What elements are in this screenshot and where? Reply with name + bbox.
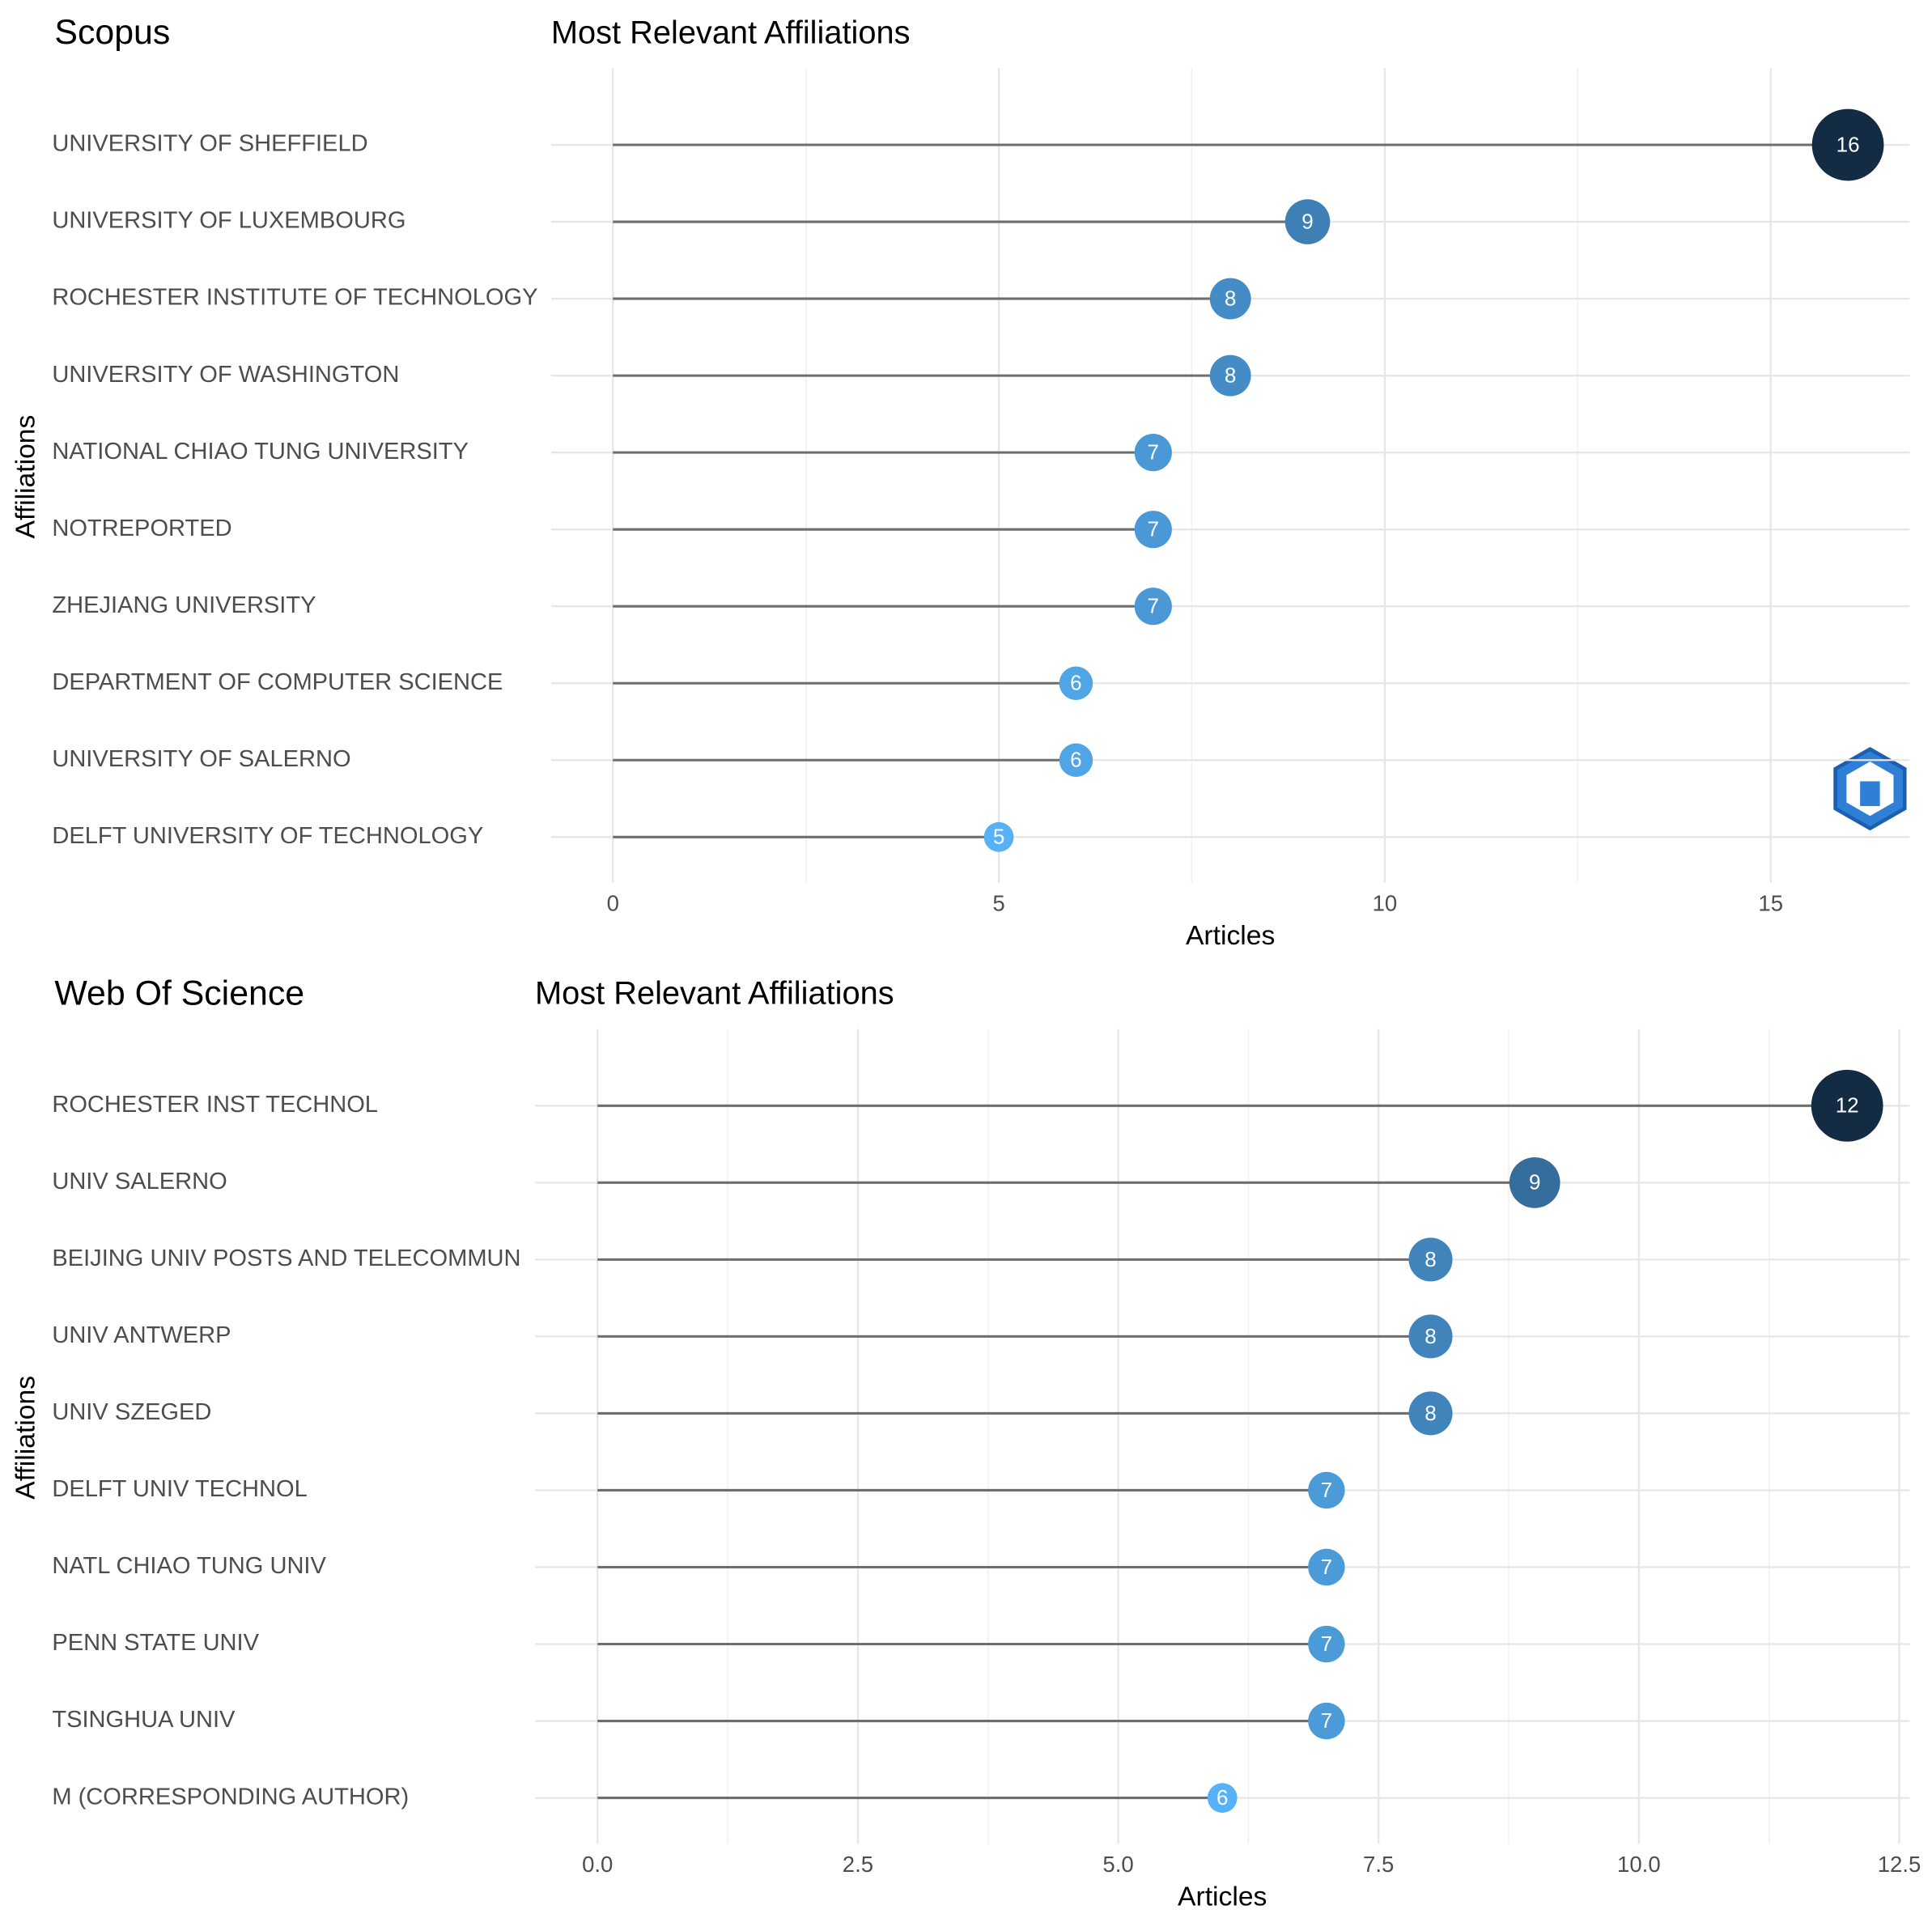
y-tick-label: UNIV SZEGED	[52, 1399, 211, 1425]
x-axis-label: Articles	[1186, 921, 1275, 951]
y-tick-label: DELFT UNIV TECHNOL	[52, 1476, 307, 1502]
dot	[1284, 199, 1331, 244]
dot	[1209, 354, 1251, 397]
y-tick-label: UNIVERSITY OF SALERNO	[52, 746, 350, 772]
y-tick-label: UNIVERSITY OF LUXEMBOURG	[52, 208, 406, 234]
y-tick-label: UNIV SALERNO	[52, 1169, 227, 1195]
x-tick-label: 0.0	[582, 1852, 613, 1877]
y-tick-label: NATL CHIAO TUNG UNIV	[52, 1553, 326, 1579]
value-label: 9	[1301, 209, 1313, 233]
panel-label: Web Of Science	[54, 974, 304, 1012]
x-tick-label: 0	[607, 891, 619, 916]
chart-title: Most Relevant Affiliations	[535, 976, 894, 1012]
chart-title: Most Relevant Affiliations	[551, 15, 911, 50]
value-label: 7	[1321, 1555, 1332, 1579]
value-label: 7	[1321, 1632, 1332, 1656]
value-label: 7	[1148, 517, 1159, 541]
y-tick-label: ROCHESTER INSTITUTE OF TECHNOLOGY	[52, 285, 537, 311]
y-tick-label: ZHEJIANG UNIVERSITY	[52, 592, 316, 618]
value-label: 6	[1070, 748, 1081, 772]
logo	[1833, 747, 1907, 831]
y-tick-label: M (CORRESPONDING AUTHOR)	[52, 1784, 409, 1810]
dot	[1811, 1069, 1883, 1142]
y-axis-label: Affiliations	[11, 415, 41, 539]
dot	[1509, 1156, 1560, 1208]
dot	[1308, 1471, 1345, 1509]
dot	[1134, 511, 1172, 549]
x-tick-label: 2.5	[843, 1852, 873, 1877]
x-tick-label: 7.5	[1363, 1852, 1394, 1877]
value-label: 7	[1148, 594, 1159, 618]
y-axis-label: Affiliations	[11, 1376, 41, 1500]
value-label: 12	[1836, 1093, 1859, 1118]
dot	[1134, 588, 1172, 626]
value-label: 7	[1148, 440, 1159, 465]
dot	[1209, 278, 1251, 320]
y-tick-label: PENN STATE UNIV	[52, 1630, 259, 1656]
x-tick-label: 15	[1758, 891, 1783, 916]
value-label: 8	[1425, 1401, 1436, 1425]
x-tick-label: 10.0	[1617, 1852, 1661, 1877]
x-tick-label: 5	[992, 891, 1004, 916]
dot	[1059, 666, 1093, 700]
dot	[983, 821, 1014, 852]
dot	[1059, 743, 1093, 777]
value-label: 8	[1425, 1247, 1436, 1271]
dot	[1408, 1237, 1453, 1282]
x-tick-label: 10	[1373, 891, 1398, 916]
y-tick-label: TSINGHUA UNIV	[52, 1707, 236, 1733]
y-tick-label: UNIVERSITY OF WASHINGTON	[52, 362, 399, 388]
y-tick-label: UNIVERSITY OF SHEFFIELD	[52, 131, 367, 157]
y-tick-label: ROCHESTER INST TECHNOL	[52, 1092, 378, 1118]
x-tick-label: 5.0	[1102, 1852, 1133, 1877]
value-label: 16	[1836, 132, 1860, 156]
value-label: 5	[993, 825, 1004, 849]
value-label: 9	[1529, 1170, 1540, 1195]
y-tick-label: DEPARTMENT OF COMPUTER SCIENCE	[52, 669, 503, 695]
value-label: 8	[1225, 363, 1236, 388]
value-label: 7	[1321, 1708, 1332, 1733]
y-tick-label: UNIV ANTWERP	[52, 1322, 231, 1348]
dot	[1134, 434, 1172, 472]
value-label: 8	[1425, 1324, 1436, 1348]
y-tick-label: NOTREPORTED	[52, 516, 231, 541]
value-label: 7	[1321, 1478, 1332, 1502]
panel-label: Scopus	[54, 13, 170, 52]
x-axis-label: Articles	[1178, 1882, 1267, 1912]
value-label: 6	[1070, 671, 1081, 695]
value-label: 8	[1225, 286, 1236, 310]
value-label: 6	[1217, 1785, 1228, 1810]
x-tick-label: 12.5	[1878, 1852, 1921, 1877]
dot	[1308, 1548, 1345, 1586]
dot	[1308, 1625, 1345, 1663]
dot	[1811, 108, 1884, 181]
y-tick-label: DELFT UNIVERSITY OF TECHNOLOGY	[52, 823, 483, 849]
dot	[1408, 1314, 1453, 1359]
y-tick-label: BEIJING UNIV POSTS AND TELECOMMUN	[52, 1245, 520, 1271]
dot	[1308, 1702, 1345, 1740]
dot	[1408, 1391, 1453, 1436]
dot	[1207, 1783, 1238, 1813]
y-tick-label: NATIONAL CHIAO TUNG UNIVERSITY	[52, 439, 469, 465]
